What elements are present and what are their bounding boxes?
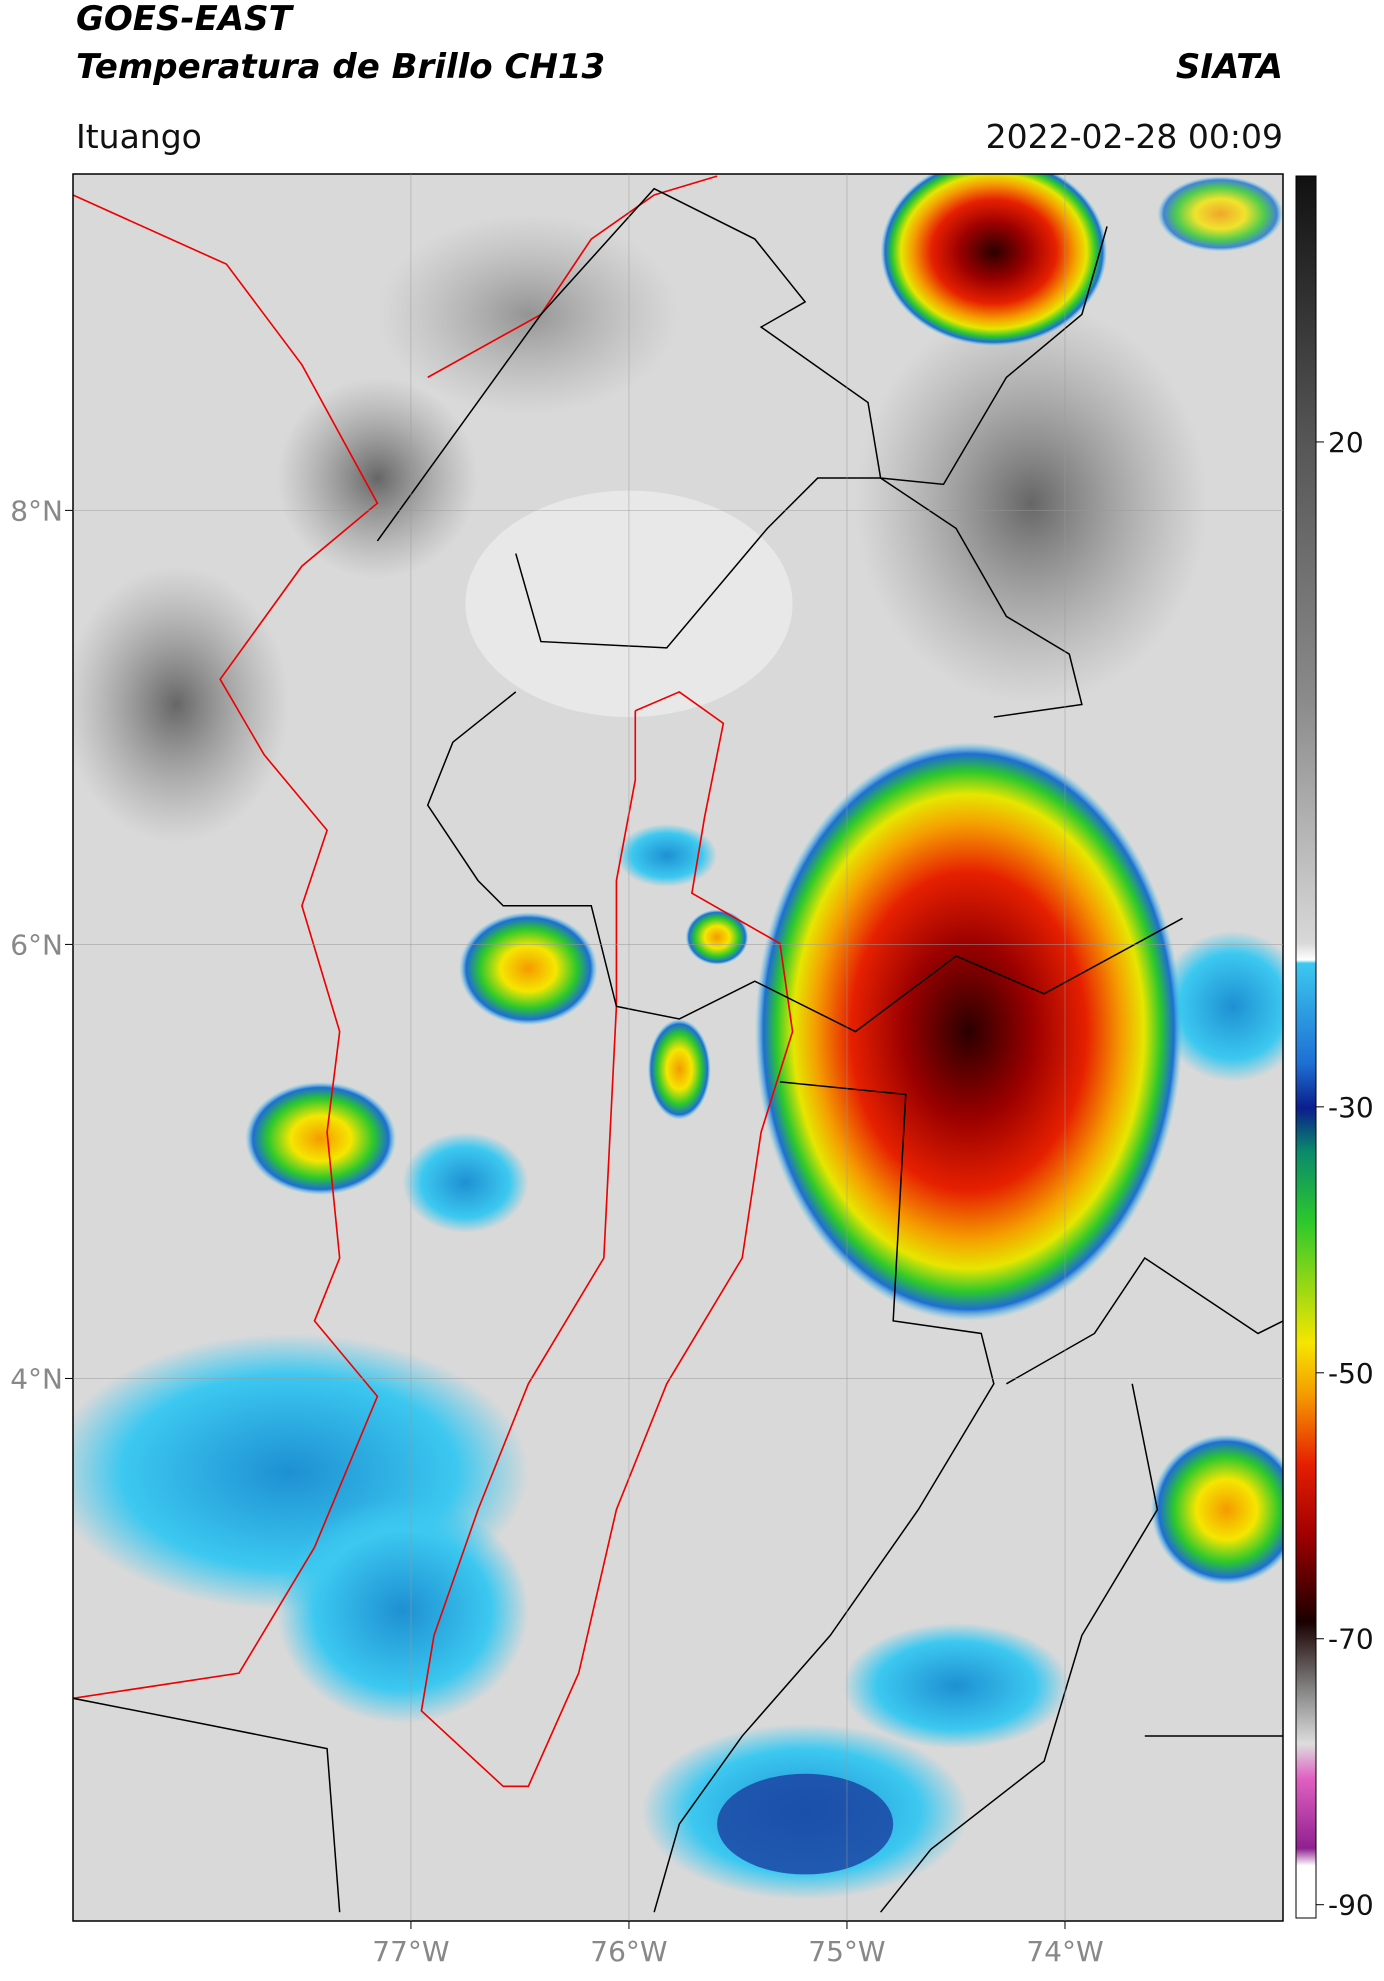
title-line2: Temperatura de Brillo CH13: [76, 47, 605, 87]
map-frame: [72, 173, 1284, 1922]
y-tick-label: 6°N: [10, 928, 63, 961]
colorbar-tick-label: -70: [1328, 1623, 1374, 1656]
x-tick-label: 75°W: [808, 1935, 885, 1968]
title-line1: GOES-EAST: [76, 0, 295, 39]
colorbar-tick-label: -90: [1328, 1889, 1374, 1922]
x-tick-label: 74°W: [1026, 1935, 1103, 1968]
colorbar-tick-label: -50: [1328, 1357, 1374, 1390]
y-tick-label: 4°N: [10, 1362, 63, 1395]
datetime: 2022-02-28 00:09: [986, 117, 1283, 156]
colorbar-tick-label: -30: [1328, 1091, 1374, 1124]
colorbar: [1295, 175, 1317, 1919]
source: SIATA: [1176, 47, 1283, 87]
y-tick-label: 8°N: [10, 494, 63, 527]
x-tick-label: 77°W: [372, 1935, 449, 1968]
x-tick-label: 76°W: [590, 1935, 667, 1968]
region: Ituango: [76, 117, 202, 156]
colorbar-tick-label: 20: [1328, 426, 1364, 459]
satellite-image: [73, 174, 1283, 1921]
